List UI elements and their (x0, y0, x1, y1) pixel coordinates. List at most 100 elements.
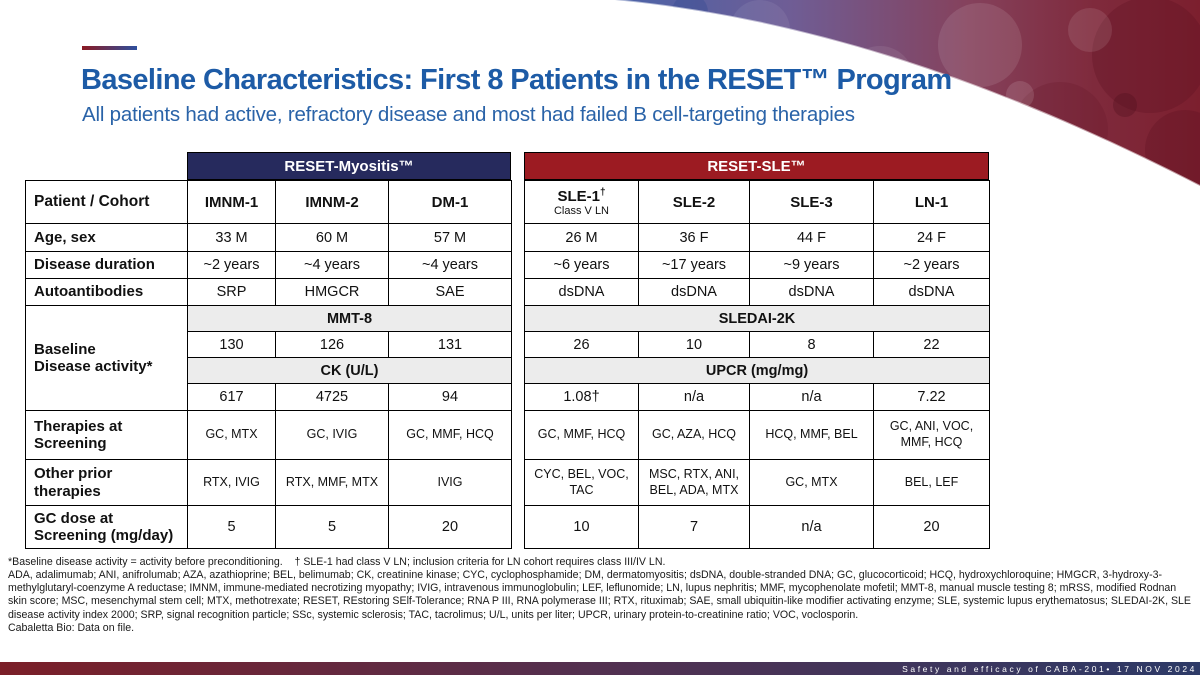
table-row: Other prior therapies RTX, IVIG RTX, MMF… (25, 459, 512, 506)
myositis-table: Patient / Cohort IMNM-1 IMNM-2 DM-1 Age,… (25, 180, 512, 549)
footer-text: Safety and efficacy of CABA-201• 17 NOV … (902, 663, 1197, 674)
table-row: UPCR (mg/mg) (524, 357, 990, 384)
table-cell: 44 F (749, 223, 874, 252)
row-label-age-sex: Age, sex (25, 223, 188, 252)
table-cell: GC, IVIG (275, 410, 389, 460)
table-cell: 33 M (187, 223, 276, 252)
table-cell: GC, MMF, HCQ (388, 410, 512, 460)
table-cell: 1.08† (524, 383, 639, 411)
row-label-patient-cohort: Patient / Cohort (25, 180, 188, 224)
table-cell: RTX, IVIG (187, 459, 276, 506)
table-row: 130 126 131 (26, 331, 512, 358)
table-cell: GC, MMF, HCQ (524, 410, 639, 460)
row-label-other-prior: Other prior therapies (25, 459, 188, 506)
table-cell: HMGCR (275, 278, 389, 306)
table-row: SLEDAI-2K (524, 305, 990, 332)
table-cell: CYC, BEL, VOC, TAC (524, 459, 639, 506)
table-row: 26 10 8 22 (524, 331, 990, 358)
row-label-baseline-activity: Baseline Disease activity* (25, 305, 188, 411)
table-cell: 26 M (524, 223, 639, 252)
cohort-header: IMNM-1 (187, 180, 276, 224)
row-label-disease-duration: Disease duration (25, 251, 188, 279)
measure-header-sledai: SLEDAI-2K (524, 305, 990, 332)
footnote-abbreviations: ADA, adalimumab; ANI, anifrolumab; AZA, … (8, 569, 1192, 621)
table-cell: GC, MTX (749, 459, 874, 506)
table-cell: 60 M (275, 223, 389, 252)
table-row: 26 M 36 F 44 F 24 F (524, 223, 990, 252)
cohort-name: SLE-1 (557, 187, 600, 205)
table-cell: 7.22 (873, 383, 990, 411)
cohort-header: SLE-3 (749, 180, 874, 224)
dagger-mark: † (599, 186, 606, 198)
table-cell: GC, MTX (187, 410, 276, 460)
table-row: Age, sex 33 M 60 M 57 M (25, 223, 512, 252)
table-cell: dsDNA (638, 278, 750, 306)
baseline-characteristics-tables: RESET-Myositis™ RESET-SLE™ Patient / Coh… (25, 152, 990, 549)
row-label-therapies-screening: Therapies at Screening (25, 410, 188, 460)
table-cell: n/a (749, 505, 874, 549)
row-label-autoantibodies: Autoantibodies (25, 278, 188, 306)
table-cell: n/a (749, 383, 874, 411)
table-cell: 8 (749, 331, 874, 358)
table-cell: 94 (388, 383, 512, 411)
cohort-header-sle1: SLE-1† Class V LN (524, 180, 639, 224)
footnotes: *Baseline disease activity = activity be… (8, 556, 1196, 635)
table-cell: 4725 (275, 383, 389, 411)
table-row: Therapies at Screening GC, MTX GC, IVIG … (25, 410, 512, 460)
row-label-gc-dose: GC dose at Screening (mg/day) (25, 505, 188, 549)
table-row: dsDNA dsDNA dsDNA dsDNA (524, 278, 990, 306)
table-cell: 126 (275, 331, 389, 358)
table-row: Baseline Disease activity* MMT-8 (25, 305, 512, 411)
table-cell: 57 M (388, 223, 512, 252)
page-subtitle: All patients had active, refractory dise… (82, 103, 855, 126)
table-cell: 20 (388, 505, 512, 549)
cohort-header: IMNM-2 (275, 180, 389, 224)
table-cell: 26 (524, 331, 639, 358)
footnote-source: Cabaletta Bio: Data on file. (8, 621, 135, 634)
table-cell: n/a (638, 383, 750, 411)
table-cell: 20 (873, 505, 990, 549)
table-cell: 22 (873, 331, 990, 358)
table-row: Patient / Cohort IMNM-1 IMNM-2 DM-1 (25, 180, 512, 224)
table-cell: 130 (187, 331, 276, 358)
table-cell: 5 (275, 505, 389, 549)
cohort-subnote: Class V LN (553, 204, 610, 217)
table-row: ~6 years ~17 years ~9 years ~2 years (524, 251, 990, 279)
page-title: Baseline Characteristics: First 8 Patien… (81, 64, 952, 96)
table-cell: ~4 years (275, 251, 389, 279)
table-row: 1.08† n/a n/a 7.22 (524, 383, 990, 411)
table-cell: BEL, LEF (873, 459, 990, 506)
measure-header-upcr: UPCR (mg/mg) (524, 357, 990, 384)
table-cell: RTX, MMF, MTX (275, 459, 389, 506)
table-cell: ~6 years (524, 251, 639, 279)
table-cell: 24 F (873, 223, 990, 252)
table-cell: 7 (638, 505, 750, 549)
table-cell: ~4 years (388, 251, 512, 279)
footer-bar: Safety and efficacy of CABA-201• 17 NOV … (0, 662, 1200, 675)
footnote-disease-activity: *Baseline disease activity = activity be… (8, 556, 666, 568)
measure-header-mmt8: MMT-8 (187, 305, 512, 332)
table-row: Autoantibodies SRP HMGCR SAE (25, 278, 512, 306)
table-cell: ~2 years (187, 251, 276, 279)
table-cell: 5 (187, 505, 276, 549)
table-cell: dsDNA (873, 278, 990, 306)
cohort-header: LN-1 (873, 180, 990, 224)
table-cell: 10 (524, 505, 639, 549)
accent-dash (82, 46, 137, 50)
table-cell: dsDNA (749, 278, 874, 306)
table-cell: SAE (388, 278, 512, 306)
sle-table: SLE-1† Class V LN SLE-2 SLE-3 LN-1 26 M … (524, 180, 990, 549)
table-row: CYC, BEL, VOC, TAC MSC, RTX, ANI, BEL, A… (524, 459, 990, 506)
table-row: SLE-1† Class V LN SLE-2 SLE-3 LN-1 (524, 180, 990, 224)
table-cell: ~9 years (749, 251, 874, 279)
table-cell: 617 (187, 383, 276, 411)
table-cell: SRP (187, 278, 276, 306)
reset-sle-header: RESET-SLE™ (524, 152, 989, 180)
table-cell: IVIG (388, 459, 512, 506)
table-cell: 10 (638, 331, 750, 358)
table-cell: HCQ, MMF, BEL (749, 410, 874, 460)
table-cell: 36 F (638, 223, 750, 252)
table-cell: dsDNA (524, 278, 639, 306)
table-row: 10 7 n/a 20 (524, 505, 990, 549)
